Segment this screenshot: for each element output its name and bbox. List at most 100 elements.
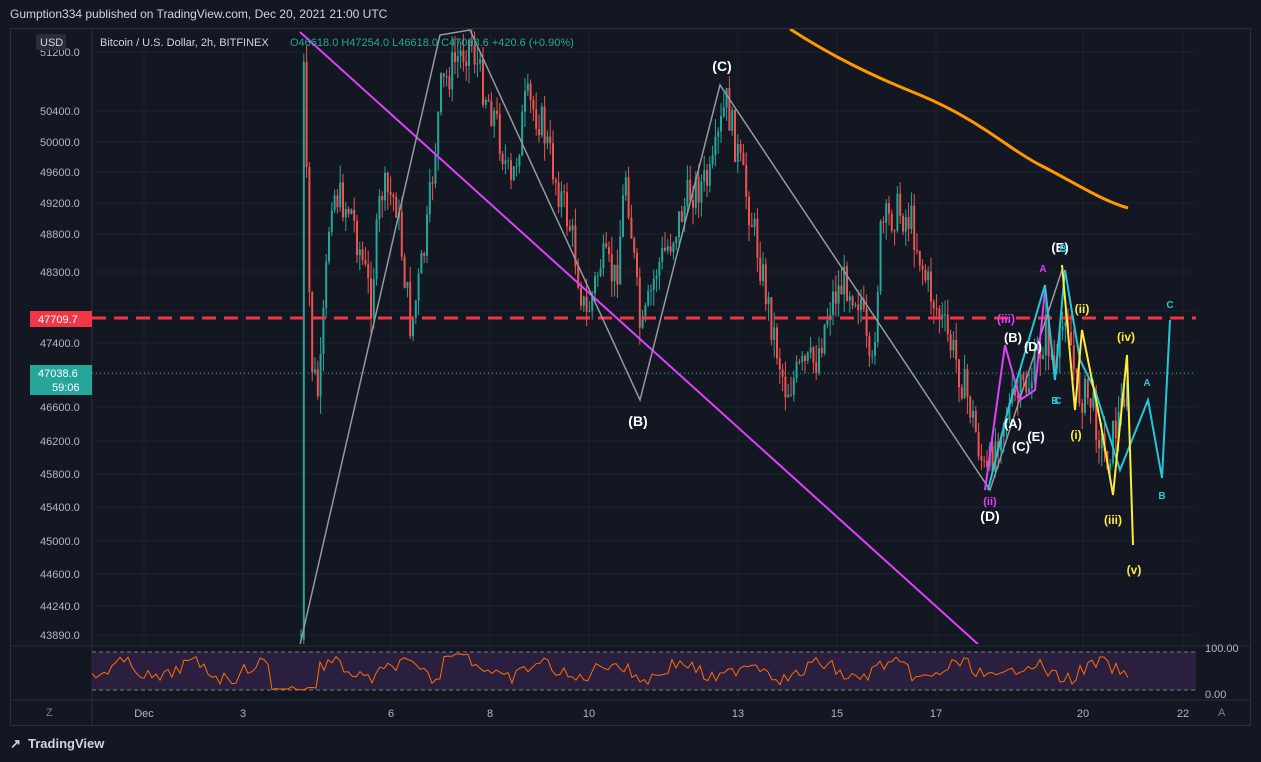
candle bbox=[563, 191, 566, 193]
candle bbox=[428, 182, 431, 215]
candle bbox=[616, 264, 619, 285]
candle bbox=[1039, 348, 1042, 359]
candle bbox=[795, 361, 798, 379]
price-tick: 49200.0 bbox=[40, 198, 80, 210]
candle bbox=[529, 83, 532, 100]
candle bbox=[776, 327, 778, 359]
scale-button-z[interactable]: Z bbox=[46, 707, 53, 719]
candle bbox=[820, 348, 823, 354]
candle bbox=[742, 152, 745, 165]
candle bbox=[630, 217, 633, 239]
candle bbox=[899, 193, 902, 216]
candle bbox=[557, 182, 560, 208]
candle bbox=[834, 291, 837, 304]
candle bbox=[549, 136, 552, 144]
candle bbox=[524, 91, 526, 112]
wave-label: (B) bbox=[1004, 330, 1022, 345]
candle bbox=[1098, 439, 1100, 449]
candle bbox=[482, 58, 484, 105]
candle bbox=[916, 250, 918, 252]
candle bbox=[647, 290, 650, 306]
candle bbox=[638, 276, 641, 328]
candle bbox=[1044, 314, 1047, 356]
candle bbox=[680, 211, 683, 222]
scale-button-a[interactable]: A bbox=[1218, 707, 1226, 719]
candle bbox=[574, 225, 577, 267]
candle bbox=[493, 110, 496, 127]
candle bbox=[367, 264, 370, 279]
wave-label: (ii) bbox=[1075, 302, 1090, 316]
candle bbox=[364, 260, 367, 265]
candle bbox=[888, 203, 890, 214]
candle bbox=[874, 342, 876, 356]
candle bbox=[437, 112, 440, 155]
candle bbox=[395, 197, 398, 218]
brand-name: TradingView bbox=[28, 736, 105, 751]
candle bbox=[773, 327, 776, 340]
level-price-label: 47709.7 bbox=[38, 314, 78, 326]
candle bbox=[832, 291, 834, 315]
candle bbox=[347, 208, 350, 214]
candle bbox=[907, 216, 910, 229]
candle bbox=[924, 269, 927, 281]
candle bbox=[1123, 397, 1126, 407]
candle bbox=[1028, 388, 1030, 393]
candle bbox=[389, 192, 392, 195]
time-tick: 3 bbox=[240, 708, 246, 720]
candle bbox=[465, 61, 468, 66]
candle bbox=[448, 76, 451, 90]
price-tick: 46600.0 bbox=[40, 402, 80, 414]
candle bbox=[748, 196, 750, 226]
candle bbox=[983, 460, 986, 462]
wave-label: (A) bbox=[1004, 416, 1022, 431]
bar-countdown: 59:06 bbox=[52, 382, 80, 394]
candle bbox=[801, 355, 804, 362]
candle bbox=[963, 369, 966, 399]
rsi-tick-0: 0.00 bbox=[1205, 689, 1226, 701]
candle bbox=[652, 278, 655, 290]
wave-path-gray bbox=[299, 29, 1063, 644]
price-tick: 49600.0 bbox=[40, 167, 80, 179]
price-tick: 46200.0 bbox=[40, 436, 80, 448]
level-price-tag bbox=[30, 311, 92, 327]
time-tick: 6 bbox=[388, 708, 394, 720]
currency-badge-bg[interactable] bbox=[36, 34, 66, 50]
candle bbox=[798, 361, 801, 363]
candle bbox=[661, 247, 664, 262]
currency-badge[interactable]: USD bbox=[40, 37, 63, 49]
candle bbox=[330, 210, 333, 232]
candle bbox=[736, 144, 739, 162]
candle bbox=[596, 275, 599, 277]
candle bbox=[1089, 398, 1092, 408]
candle bbox=[1042, 355, 1044, 359]
candle bbox=[890, 213, 893, 231]
candle bbox=[610, 254, 613, 282]
candle bbox=[756, 218, 759, 258]
candle bbox=[904, 216, 907, 232]
candle bbox=[885, 203, 888, 223]
time-tick: 22 bbox=[1177, 708, 1189, 720]
candle bbox=[308, 167, 311, 293]
candle bbox=[484, 99, 487, 105]
candle bbox=[896, 193, 899, 231]
wave-path-magenta bbox=[984, 289, 1046, 491]
candle bbox=[675, 237, 678, 244]
candle bbox=[966, 369, 969, 397]
moving-average-line bbox=[789, 29, 1129, 210]
candle bbox=[378, 196, 381, 220]
candle bbox=[862, 298, 865, 310]
candle bbox=[1081, 403, 1084, 413]
candle bbox=[370, 278, 372, 319]
wave-label: B bbox=[1059, 244, 1066, 255]
chart-frame[interactable] bbox=[10, 28, 1251, 726]
candle bbox=[602, 243, 605, 269]
candle bbox=[946, 314, 949, 335]
price-tick: 48800.0 bbox=[40, 229, 80, 241]
candle bbox=[512, 166, 515, 181]
candle bbox=[1030, 382, 1033, 389]
candle bbox=[392, 194, 395, 198]
candle bbox=[655, 275, 658, 279]
candle bbox=[1126, 382, 1128, 407]
candle bbox=[319, 354, 322, 397]
